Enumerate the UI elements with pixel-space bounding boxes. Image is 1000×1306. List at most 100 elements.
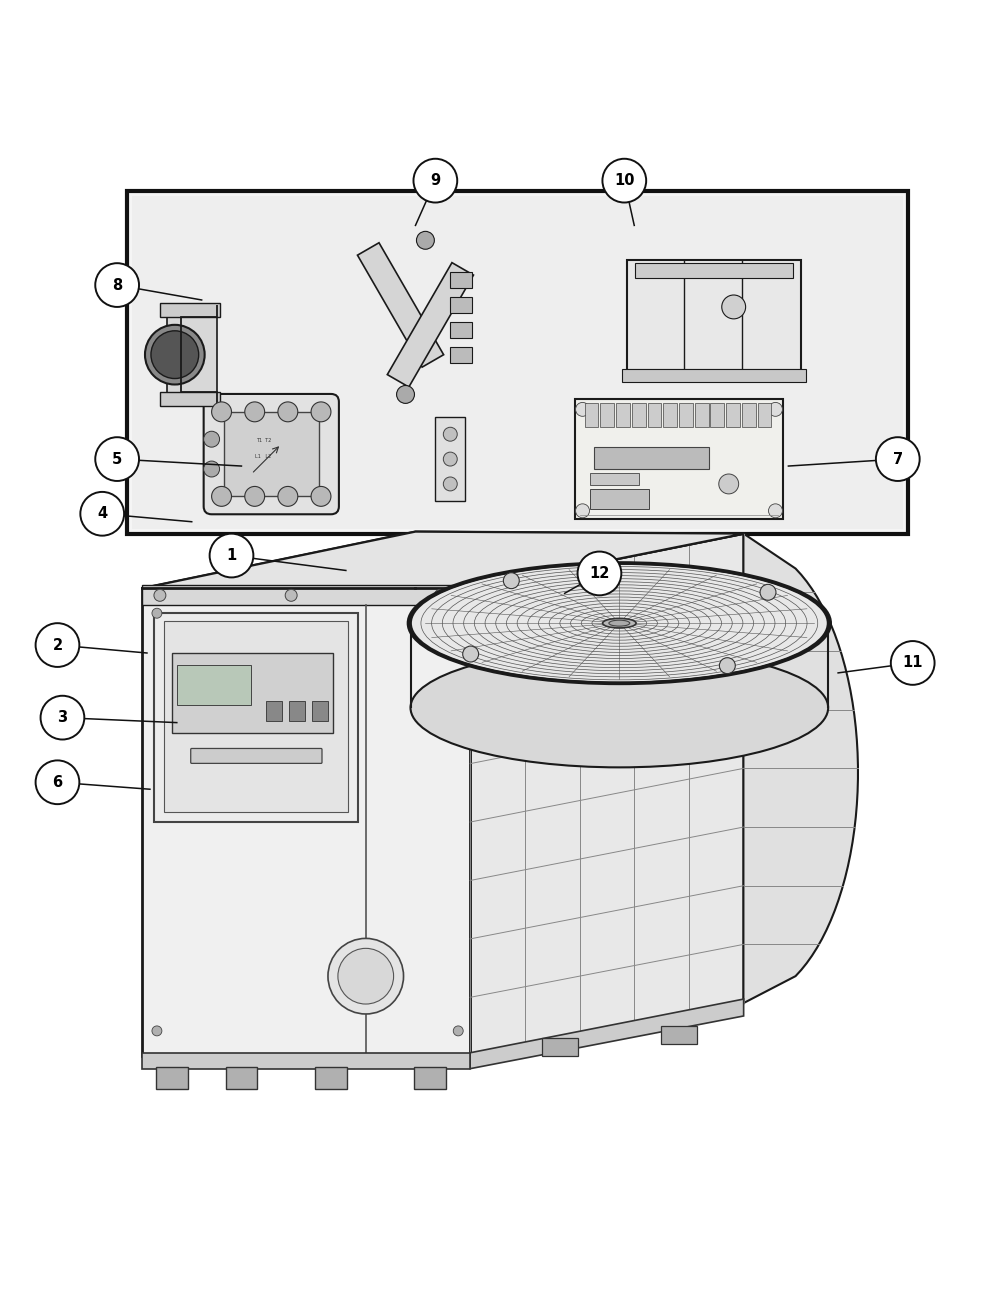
Circle shape [212,486,232,507]
FancyBboxPatch shape [600,404,614,427]
FancyBboxPatch shape [164,622,348,812]
FancyBboxPatch shape [191,748,322,764]
FancyBboxPatch shape [142,1053,470,1068]
Polygon shape [470,999,744,1068]
FancyBboxPatch shape [542,1038,578,1055]
Text: 12: 12 [589,565,610,581]
FancyBboxPatch shape [590,473,639,485]
FancyBboxPatch shape [224,411,319,496]
Polygon shape [142,589,470,1055]
FancyBboxPatch shape [590,488,649,509]
FancyBboxPatch shape [204,394,339,515]
Ellipse shape [411,648,828,768]
FancyBboxPatch shape [315,1067,347,1089]
Circle shape [578,551,621,596]
Circle shape [338,948,394,1004]
Circle shape [768,504,782,517]
Circle shape [41,696,84,739]
Circle shape [876,438,920,481]
Text: 6: 6 [52,774,63,790]
FancyBboxPatch shape [156,1067,188,1089]
Circle shape [151,330,199,379]
Ellipse shape [411,563,828,683]
Circle shape [210,534,253,577]
FancyBboxPatch shape [312,701,328,721]
Polygon shape [744,534,858,1003]
Circle shape [154,589,166,601]
Ellipse shape [609,620,630,626]
FancyBboxPatch shape [661,1027,697,1043]
Text: 1: 1 [226,549,237,563]
Circle shape [891,641,935,684]
Circle shape [278,402,298,422]
Circle shape [722,295,746,319]
Circle shape [453,609,463,618]
Text: 2: 2 [52,637,63,653]
FancyBboxPatch shape [627,260,801,370]
Text: 9: 9 [430,174,440,188]
Circle shape [152,609,162,618]
FancyBboxPatch shape [435,418,465,500]
Text: 5: 5 [112,452,122,466]
Circle shape [328,939,404,1013]
Circle shape [95,264,139,307]
FancyBboxPatch shape [160,393,220,406]
Text: 8: 8 [112,278,122,293]
FancyBboxPatch shape [266,701,282,721]
Circle shape [204,431,220,447]
FancyBboxPatch shape [154,614,358,821]
Polygon shape [357,243,444,367]
Circle shape [434,589,446,601]
FancyBboxPatch shape [132,196,903,529]
Polygon shape [142,532,744,589]
FancyBboxPatch shape [726,404,740,427]
Circle shape [36,623,79,667]
Circle shape [719,658,735,674]
Text: T1  T2: T1 T2 [256,438,271,443]
FancyBboxPatch shape [289,701,305,721]
Circle shape [456,589,468,601]
Text: 4: 4 [97,507,107,521]
Circle shape [278,486,298,507]
FancyBboxPatch shape [635,264,793,278]
FancyBboxPatch shape [632,404,646,427]
Circle shape [204,461,220,477]
FancyBboxPatch shape [758,404,771,427]
Circle shape [719,474,739,494]
FancyBboxPatch shape [450,321,472,338]
Circle shape [245,402,265,422]
Circle shape [576,402,590,417]
FancyBboxPatch shape [450,272,472,289]
Circle shape [212,402,232,422]
FancyBboxPatch shape [616,404,630,427]
Circle shape [443,477,457,491]
FancyBboxPatch shape [585,404,598,427]
FancyBboxPatch shape [414,1067,446,1089]
Circle shape [503,573,519,589]
Circle shape [443,452,457,466]
Circle shape [443,427,457,441]
Circle shape [768,402,782,417]
FancyBboxPatch shape [663,404,677,427]
Polygon shape [387,263,473,387]
Polygon shape [142,532,744,589]
FancyBboxPatch shape [172,653,333,733]
FancyBboxPatch shape [160,303,220,317]
Circle shape [397,385,414,404]
Circle shape [145,325,205,384]
FancyBboxPatch shape [575,400,783,518]
Circle shape [245,486,265,507]
Circle shape [760,584,776,601]
FancyBboxPatch shape [742,404,756,427]
Circle shape [311,486,331,507]
FancyBboxPatch shape [648,404,661,427]
Circle shape [453,1027,463,1036]
Text: 3: 3 [57,710,68,725]
Circle shape [413,159,457,202]
FancyBboxPatch shape [450,296,472,313]
Circle shape [36,760,79,804]
Text: 11: 11 [902,656,923,670]
FancyBboxPatch shape [226,1067,257,1089]
Circle shape [463,646,479,662]
FancyBboxPatch shape [167,310,217,400]
